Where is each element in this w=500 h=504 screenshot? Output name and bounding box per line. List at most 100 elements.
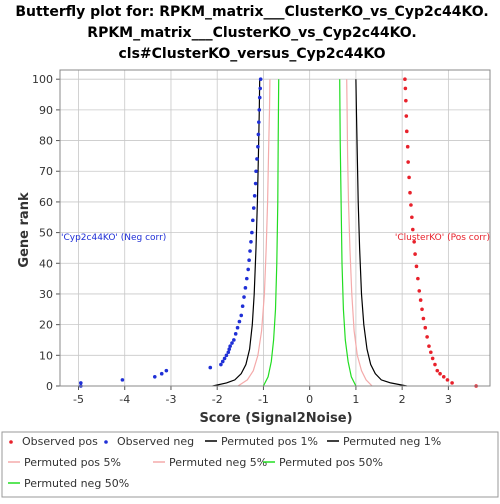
observed-points bbox=[79, 77, 478, 388]
observed-neg-point bbox=[226, 350, 231, 355]
observed-neg-point bbox=[256, 144, 260, 149]
x-tick-label: -5 bbox=[73, 393, 84, 406]
observed-neg-point bbox=[208, 365, 213, 370]
observed-neg-point bbox=[239, 313, 244, 318]
observed-pos-point bbox=[417, 289, 422, 293]
legend-label-permuted-neg-50-: Permuted neg 50% bbox=[24, 477, 129, 490]
chart-title-line-3: cls#ClusterKO_versus_Cyp2c44KO bbox=[119, 46, 386, 62]
observed-pos-point bbox=[423, 325, 428, 330]
observed-neg-point bbox=[120, 378, 125, 382]
x-tick-label: 3 bbox=[445, 393, 452, 406]
y-tick-label: 80 bbox=[39, 135, 53, 148]
y-axis-label: Gene rank bbox=[17, 192, 32, 268]
observed-neg-point bbox=[251, 206, 256, 210]
observed-neg-point bbox=[251, 218, 255, 223]
observed-neg-point bbox=[257, 120, 261, 124]
x-tick-label: 2 bbox=[399, 393, 406, 406]
observed-pos-point bbox=[403, 77, 407, 82]
y-tick-label: 60 bbox=[39, 196, 53, 209]
legend-label-observed-pos: Observed pos bbox=[22, 435, 98, 448]
observed-neg-point bbox=[152, 374, 157, 379]
chart-title-line-2: RPKM_matrix___ClusterKO_vs_Cyp2c44KO. bbox=[87, 25, 416, 41]
observed-pos-point bbox=[410, 215, 414, 220]
y-tick-label: 0 bbox=[46, 380, 53, 393]
legend-label-permuted-pos-50-: Permuted pos 50% bbox=[279, 456, 383, 469]
legend-marker-observed_neg bbox=[104, 440, 108, 444]
observed-neg-point bbox=[243, 286, 248, 290]
observed-neg-point bbox=[255, 157, 259, 161]
observed-neg-point bbox=[257, 108, 262, 112]
legend-label-permuted-neg-5-: Permuted neg 5% bbox=[169, 456, 267, 469]
observed-neg-point bbox=[164, 368, 169, 373]
x-tick-label: -2 bbox=[212, 393, 223, 406]
observed-neg-point bbox=[258, 77, 263, 82]
series-line-permuted-neg-5- bbox=[237, 79, 271, 387]
x-axis-label: Score (Signal2Noise) bbox=[199, 411, 352, 426]
observed-pos-point bbox=[404, 129, 409, 134]
observed-pos-point bbox=[429, 350, 433, 355]
observed-neg-point bbox=[227, 347, 232, 351]
observed-pos-point bbox=[441, 374, 446, 379]
observed-neg-point bbox=[240, 304, 245, 309]
grid bbox=[60, 70, 490, 387]
legend-label-permuted-neg-1-: Permuted neg 1% bbox=[343, 435, 441, 448]
permuted-lines bbox=[212, 79, 407, 387]
observed-pos-point bbox=[420, 307, 424, 312]
observed-pos-point bbox=[430, 356, 435, 361]
annotation-neg: 'Cyp2c44KO' (Neg corr) bbox=[61, 233, 166, 243]
observed-pos-point bbox=[410, 227, 415, 232]
series-line-permuted-neg-1- bbox=[212, 79, 261, 387]
observed-neg-point bbox=[222, 356, 227, 361]
observed-neg-point bbox=[79, 381, 83, 385]
observed-pos-point bbox=[413, 252, 417, 256]
observed-neg-point bbox=[254, 169, 258, 174]
observed-pos-point bbox=[445, 378, 450, 382]
observed-pos-point bbox=[416, 276, 420, 281]
observed-pos-point bbox=[409, 203, 413, 207]
x-tick-label: -1 bbox=[258, 393, 269, 406]
observed-neg-point bbox=[249, 240, 253, 244]
observed-neg-point bbox=[246, 267, 250, 272]
observed-neg-point bbox=[250, 230, 254, 235]
observed-neg-point bbox=[224, 353, 229, 358]
chart-title-line-1: Butterfly plot for: RPKM_matrix___Cluste… bbox=[15, 4, 488, 20]
observed-neg-point bbox=[242, 295, 246, 299]
x-tick-label: 1 bbox=[352, 393, 359, 406]
observed-pos-point bbox=[407, 175, 411, 180]
observed-neg-point bbox=[244, 276, 249, 281]
observed-neg-point bbox=[237, 319, 242, 324]
observed-pos-point bbox=[450, 381, 454, 385]
observed-pos-point bbox=[433, 362, 437, 367]
y-tick-label: 20 bbox=[39, 319, 53, 332]
observed-neg-point bbox=[219, 362, 223, 367]
observed-pos-point bbox=[408, 190, 412, 195]
y-tick-label: 100 bbox=[32, 73, 53, 86]
observed-pos-point bbox=[405, 144, 410, 149]
observed-pos-point bbox=[412, 240, 416, 244]
observed-neg-point bbox=[252, 193, 257, 198]
observed-neg-point bbox=[233, 332, 238, 336]
observed-pos-point bbox=[406, 160, 410, 164]
observed-neg-point bbox=[258, 86, 263, 91]
observed-neg-point bbox=[256, 132, 261, 137]
legend-marker-observed_pos bbox=[9, 440, 13, 444]
observed-pos-point bbox=[404, 98, 408, 103]
observed-neg-point bbox=[253, 181, 258, 186]
y-tick-label: 30 bbox=[39, 288, 53, 301]
legend-label-permuted-pos-1-: Permuted pos 1% bbox=[221, 435, 318, 448]
observed-neg-point bbox=[159, 371, 164, 376]
series-line-permuted-neg-50- bbox=[262, 79, 280, 387]
observed-pos-point bbox=[438, 371, 442, 376]
observed-neg-point bbox=[247, 258, 251, 263]
observed-neg-point bbox=[257, 95, 262, 100]
y-tick-label: 70 bbox=[39, 165, 53, 178]
observed-neg-point bbox=[228, 344, 232, 348]
series-line-permuted-pos-1- bbox=[355, 79, 407, 387]
legend-label-permuted-pos-5-: Permuted pos 5% bbox=[24, 456, 121, 469]
legend: Observed pos Observed neg Permuted pos 1% P… bbox=[8, 435, 441, 490]
observed-neg-point bbox=[232, 338, 236, 342]
observed-pos-point bbox=[425, 335, 429, 339]
observed-pos-point bbox=[418, 298, 423, 302]
